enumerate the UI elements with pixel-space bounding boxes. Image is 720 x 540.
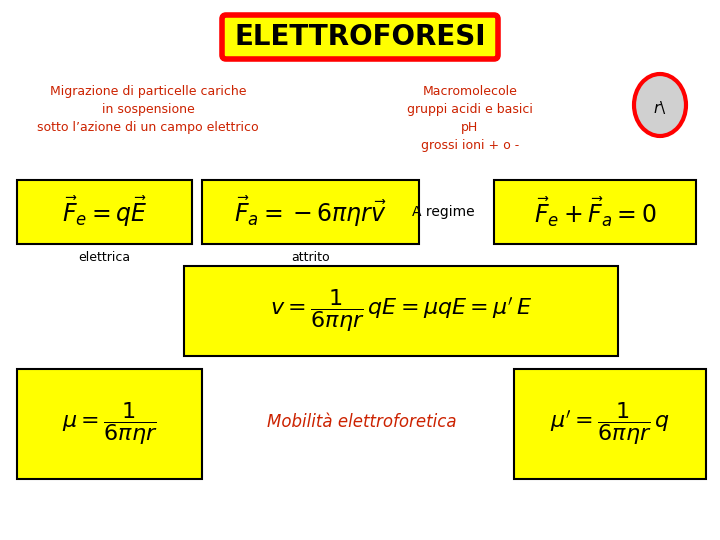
FancyBboxPatch shape [184, 266, 618, 356]
Text: $r\backslash$: $r\backslash$ [653, 98, 667, 116]
FancyBboxPatch shape [514, 369, 706, 479]
FancyBboxPatch shape [17, 180, 192, 244]
FancyBboxPatch shape [17, 369, 202, 479]
Text: $\vec{F}_a = -6\pi\eta r\vec{v}$: $\vec{F}_a = -6\pi\eta r\vec{v}$ [234, 194, 387, 230]
Text: ELETTROFORESI: ELETTROFORESI [234, 23, 486, 51]
Text: $\mu^{\prime} = \dfrac{1}{6\pi\eta r}\,q$: $\mu^{\prime} = \dfrac{1}{6\pi\eta r}\,q… [550, 401, 670, 448]
Text: $v = \dfrac{1}{6\pi\eta r}\,qE = \mu qE = \mu^{\prime}\, E$: $v = \dfrac{1}{6\pi\eta r}\,qE = \mu qE … [270, 287, 532, 334]
Text: Mobilità elettroforetica: Mobilità elettroforetica [267, 413, 456, 431]
Text: $\vec{F}_e = q\vec{E}$: $\vec{F}_e = q\vec{E}$ [62, 194, 148, 230]
Text: elettrica: elettrica [78, 251, 130, 264]
Text: Macromolecole
gruppi acidi e basici
pH
grossi ioni + o -: Macromolecole gruppi acidi e basici pH g… [407, 85, 533, 152]
Text: A regime: A regime [412, 205, 474, 219]
Text: $\mu = \dfrac{1}{6\pi\eta r}$: $\mu = \dfrac{1}{6\pi\eta r}$ [62, 401, 158, 448]
FancyBboxPatch shape [222, 15, 498, 59]
Text: $\vec{F}_e + \vec{F}_a = 0$: $\vec{F}_e + \vec{F}_a = 0$ [534, 195, 657, 229]
Text: Migrazione di particelle cariche
in sospensione
sotto l’azione di un campo elett: Migrazione di particelle cariche in sosp… [37, 85, 258, 134]
Text: attrito: attrito [291, 251, 330, 264]
FancyBboxPatch shape [202, 180, 419, 244]
FancyBboxPatch shape [494, 180, 696, 244]
Ellipse shape [634, 74, 686, 136]
